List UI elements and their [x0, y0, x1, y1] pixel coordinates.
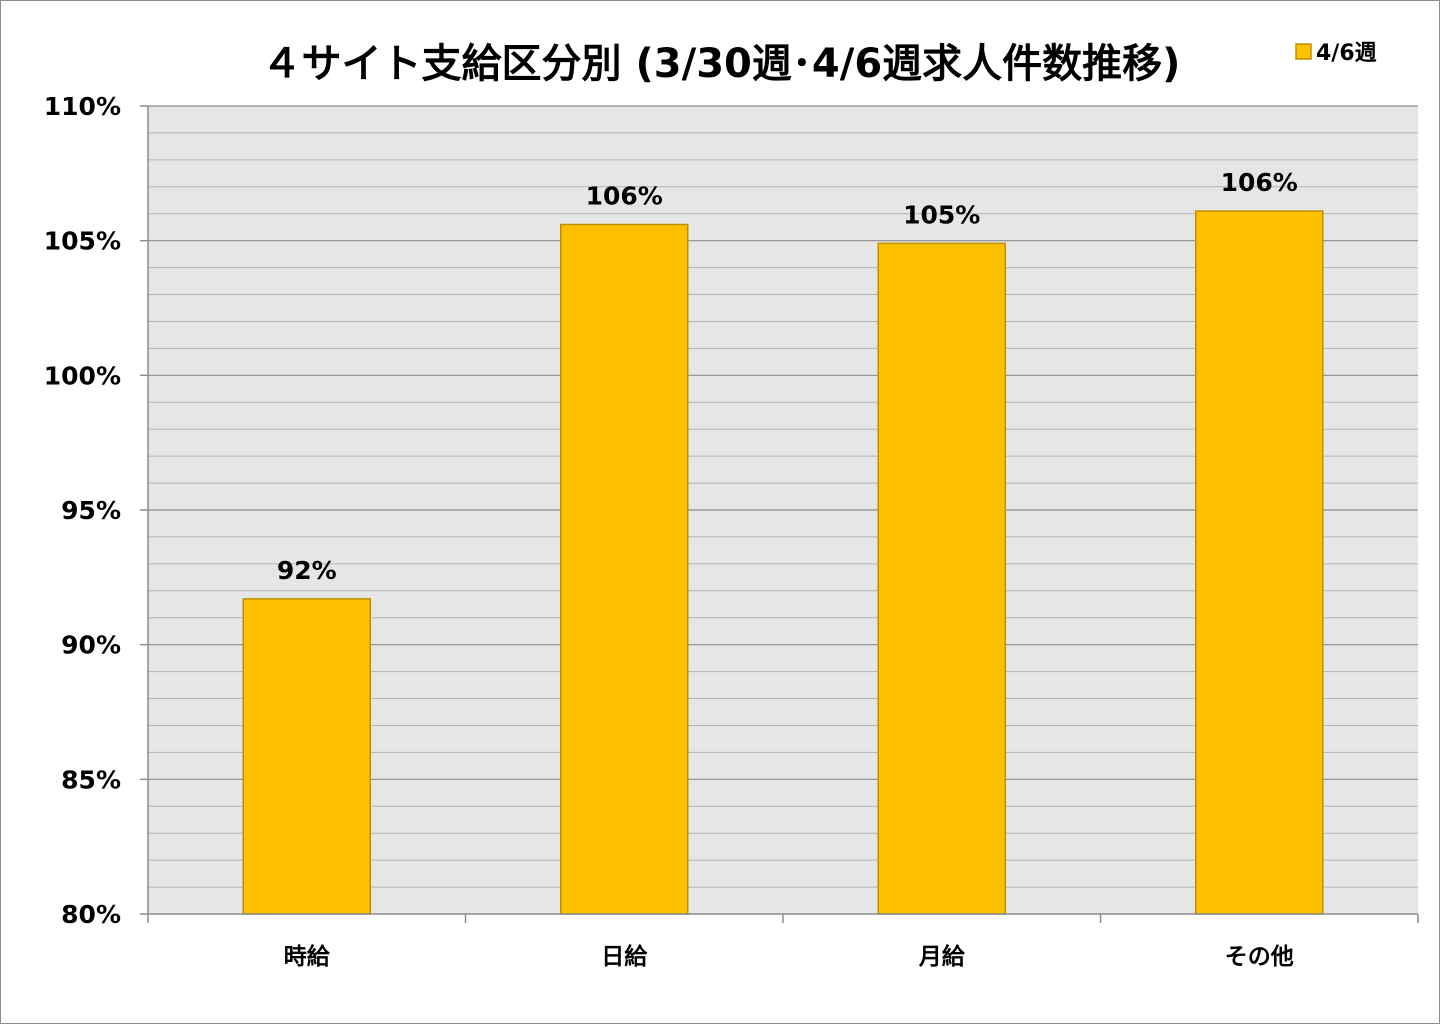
bar-data-label: 92%: [277, 556, 337, 585]
bar: [1195, 210, 1324, 915]
bar-data-label: 106%: [1221, 168, 1298, 197]
x-tick-label: 日給: [601, 943, 648, 970]
bar: [877, 242, 1006, 915]
x-tick-label: 月給: [918, 943, 966, 970]
y-tick-label: 90%: [61, 631, 121, 660]
legend: 4/6週: [1295, 41, 1377, 66]
y-tick-label: 80%: [61, 900, 121, 929]
x-tick-label: その他: [1225, 944, 1294, 970]
chart-title: ４サイト支給区分別 (3/30週･4/6週求人件数推移): [262, 41, 1181, 87]
legend-label: 4/6週: [1316, 41, 1377, 66]
y-axis-ticks: 80% 85% 90% 95% 100% 105% 110%: [44, 92, 148, 929]
bar-data-label: 106%: [586, 182, 663, 211]
bar-data-label: 105%: [903, 200, 980, 229]
bars: [242, 210, 1324, 915]
legend-swatch: [1295, 43, 1312, 60]
y-tick-label: 105%: [44, 227, 121, 256]
x-axis-ticks: 時給 日給 月給 その他: [147, 914, 1419, 970]
bar: [560, 223, 689, 915]
y-tick-label: 100%: [44, 361, 121, 390]
y-tick-label: 95%: [61, 496, 121, 525]
data-labels: 92% 106% 105% 106%: [277, 168, 1298, 585]
y-tick-label: 85%: [61, 765, 121, 794]
x-tick-label: 時給: [284, 943, 331, 970]
y-tick-label: 110%: [44, 92, 121, 121]
bar: [242, 598, 371, 915]
